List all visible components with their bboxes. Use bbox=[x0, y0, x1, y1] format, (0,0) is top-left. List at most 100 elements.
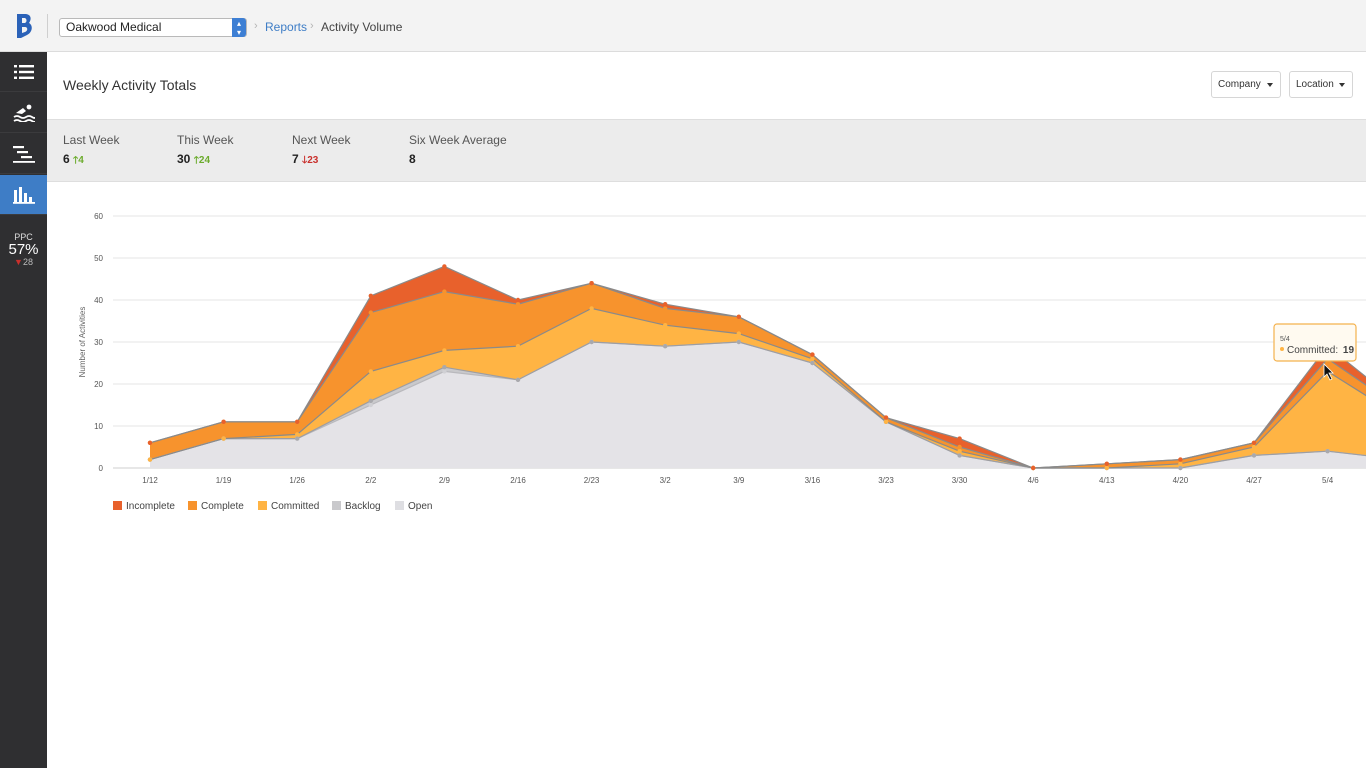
x-tick-label: 2/2 bbox=[365, 476, 377, 485]
data-point-committed[interactable] bbox=[295, 432, 300, 437]
legend-item-backlog[interactable]: Backlog bbox=[332, 501, 381, 512]
data-point-open[interactable] bbox=[368, 402, 373, 408]
x-tick-label: 1/26 bbox=[289, 476, 305, 485]
legend-item-incomplete[interactable]: Incomplete bbox=[113, 501, 175, 512]
data-point-committed[interactable] bbox=[589, 306, 594, 311]
x-tick-label: 2/16 bbox=[510, 476, 526, 485]
data-point-complete[interactable] bbox=[663, 306, 668, 311]
data-point-committed[interactable] bbox=[221, 436, 226, 441]
location-filter-dropdown[interactable]: Location bbox=[1289, 71, 1353, 98]
data-point-complete[interactable] bbox=[368, 310, 373, 315]
data-point-incomplete[interactable] bbox=[1104, 461, 1110, 466]
data-point-committed[interactable] bbox=[883, 419, 889, 424]
data-point-committed[interactable] bbox=[147, 457, 153, 462]
data-point-committed[interactable] bbox=[957, 449, 962, 454]
data-point-complete[interactable] bbox=[957, 444, 962, 450]
legend-swatch bbox=[113, 501, 122, 510]
series-line-incomplete bbox=[149, 265, 1366, 469]
data-point-incomplete[interactable] bbox=[883, 415, 889, 420]
area-complete[interactable] bbox=[150, 283, 1366, 468]
stat-label: Last Week bbox=[63, 133, 120, 147]
x-tick-label: 3/9 bbox=[733, 476, 745, 485]
legend-item-open[interactable]: Open bbox=[395, 501, 432, 512]
data-point-open[interactable] bbox=[442, 369, 447, 374]
data-point-complete[interactable] bbox=[515, 302, 521, 307]
activity-volume-chart[interactable]: 0 10 20 30 40 50 60 1/12 1/19 1/26 2/2 2/9 2/16 2/23… bbox=[47, 182, 1366, 582]
up-arrow-icon: 🡑 bbox=[73, 155, 79, 166]
list-icon bbox=[13, 64, 34, 79]
data-point-backlog[interactable] bbox=[957, 453, 962, 458]
data-point-backlog[interactable] bbox=[810, 360, 815, 366]
page-title: Weekly Activity Totals bbox=[63, 77, 197, 93]
data-point-incomplete[interactable] bbox=[515, 297, 521, 303]
sidebar-item-list[interactable] bbox=[0, 52, 47, 92]
data-point-committed[interactable] bbox=[1178, 461, 1183, 466]
up-arrow-icon: 🡑 bbox=[193, 155, 199, 166]
data-point-committed[interactable] bbox=[442, 348, 447, 353]
stat-value: 6 bbox=[63, 152, 70, 166]
data-point-committed[interactable] bbox=[368, 369, 373, 374]
data-point-committed[interactable] bbox=[663, 323, 668, 328]
legend-item-complete[interactable]: Complete bbox=[188, 501, 244, 512]
data-point-backlog[interactable] bbox=[515, 377, 521, 382]
data-point-incomplete[interactable] bbox=[221, 419, 226, 424]
x-tick-label: 4/13 bbox=[1099, 476, 1115, 485]
data-point-incomplete[interactable] bbox=[810, 352, 815, 357]
sidebar-item-reports[interactable] bbox=[0, 175, 47, 215]
down-arrow-icon: 🡓 bbox=[302, 155, 308, 166]
data-point-backlog[interactable] bbox=[1325, 449, 1330, 454]
stacked-area-chart[interactable]: 0 10 20 30 40 50 60 1/12 1/19 1/26 2/2 2/9 2/16 2/23… bbox=[47, 182, 1366, 582]
stats-band: Last Week 6 🡑4 This Week 30 🡑24 Next Wee… bbox=[47, 119, 1366, 182]
company-filter-label: Company bbox=[1218, 79, 1261, 90]
sidebar-item-lanes[interactable] bbox=[0, 93, 47, 133]
area-open[interactable] bbox=[150, 342, 1366, 468]
y-axis-label: Number of Activities bbox=[78, 307, 87, 378]
x-tick-label: 1/19 bbox=[216, 476, 232, 485]
data-point-complete[interactable] bbox=[442, 289, 447, 294]
data-point-incomplete[interactable] bbox=[442, 264, 447, 269]
stat-delta: 23 bbox=[307, 155, 319, 166]
tooltip-value: 19 bbox=[1343, 345, 1355, 356]
data-point-backlog[interactable] bbox=[368, 398, 373, 403]
ppc-delta-value: 28 bbox=[22, 257, 33, 267]
data-point-committed[interactable] bbox=[1104, 465, 1110, 471]
company-filter-dropdown[interactable]: Company bbox=[1211, 71, 1281, 98]
x-tick-label: 4/6 bbox=[1028, 476, 1040, 485]
data-point-incomplete[interactable] bbox=[736, 314, 741, 319]
data-point-committed[interactable] bbox=[736, 331, 741, 336]
data-point-backlog[interactable] bbox=[1178, 465, 1183, 471]
data-point-backlog[interactable] bbox=[442, 365, 447, 370]
stat-delta: 4 bbox=[78, 155, 84, 166]
y-tick-label: 40 bbox=[94, 296, 103, 305]
data-point-backlog[interactable] bbox=[1251, 453, 1257, 458]
data-point-backlog[interactable] bbox=[295, 436, 300, 441]
data-point-committed[interactable] bbox=[515, 344, 521, 349]
brand-logo[interactable] bbox=[0, 0, 47, 52]
ppc-widget[interactable]: PPC 57% ▼28 bbox=[0, 232, 47, 267]
data-point-backlog[interactable] bbox=[589, 339, 594, 345]
tooltip-category: 5/4 bbox=[1280, 336, 1290, 343]
sidebar-item-schedule[interactable] bbox=[0, 134, 47, 174]
data-point-incomplete[interactable] bbox=[1251, 440, 1257, 445]
organization-select[interactable]: Oakwood Medical ▴ ▾ bbox=[59, 18, 247, 37]
data-point-backlog[interactable] bbox=[736, 339, 741, 345]
legend-item-committed[interactable]: Committed bbox=[258, 501, 319, 512]
chart-tooltip: 5/4 Committed: 19 bbox=[1273, 323, 1357, 362]
data-point-incomplete[interactable] bbox=[957, 436, 962, 441]
data-point-committed[interactable] bbox=[1251, 444, 1257, 450]
data-point-incomplete[interactable] bbox=[368, 293, 373, 298]
legend-label: Incomplete bbox=[126, 501, 175, 512]
data-point-incomplete[interactable] bbox=[295, 419, 300, 424]
data-point-backlog[interactable] bbox=[663, 344, 668, 349]
data-point-incomplete[interactable] bbox=[1031, 465, 1036, 471]
stat-value: 7 bbox=[292, 152, 299, 166]
data-point-incomplete[interactable] bbox=[147, 440, 153, 445]
data-point-incomplete[interactable] bbox=[663, 302, 668, 307]
sidebar: PPC 57% ▼28 bbox=[0, 52, 47, 768]
data-point-incomplete[interactable] bbox=[1178, 457, 1183, 462]
data-point-incomplete[interactable] bbox=[589, 281, 594, 286]
x-tick-label: 4/20 bbox=[1173, 476, 1189, 485]
breadcrumb-reports-link[interactable]: Reports bbox=[265, 20, 308, 34]
stat-label: Next Week bbox=[292, 133, 351, 147]
data-point-committed[interactable] bbox=[810, 356, 815, 361]
